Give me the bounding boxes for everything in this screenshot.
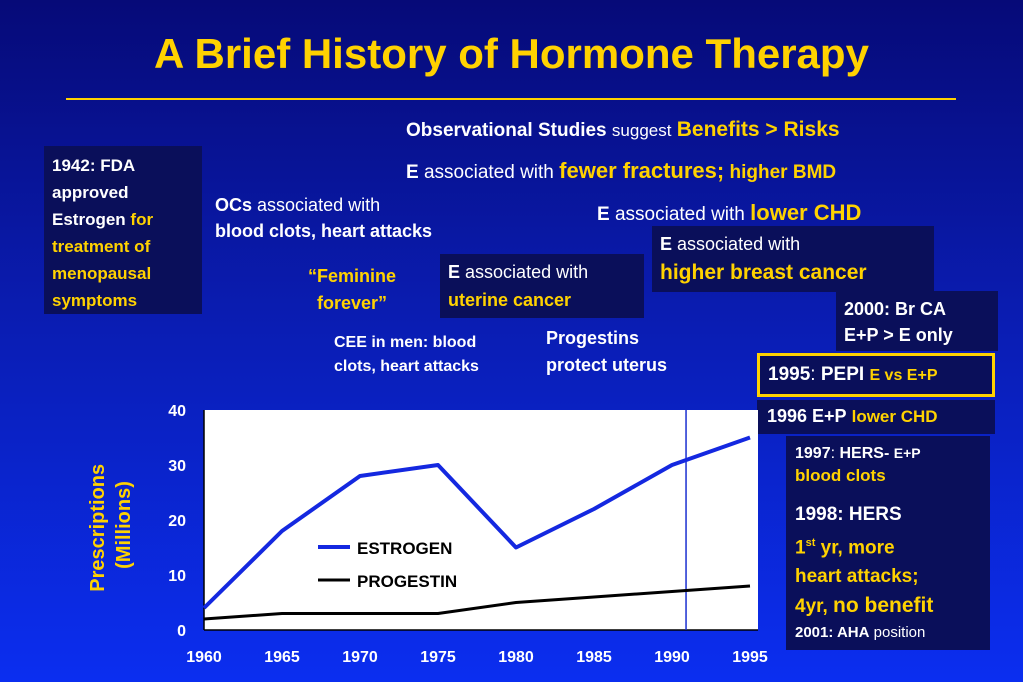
hers-1997-tail: E+P	[893, 445, 921, 461]
feminine-line2: forever”	[316, 293, 388, 313]
aha-2001-year: 2001: AHA	[795, 624, 870, 641]
fractures-e: E	[406, 162, 419, 183]
progestin-series-line	[203, 584, 751, 621]
ep1996-tail: lower CHD	[851, 407, 938, 426]
hers-1997-line2: blood clots	[795, 466, 886, 485]
x-tick-labels: 1960 1965 1970 1975 1980 1985 1990 1995	[186, 649, 768, 666]
legend-estrogen-label: ESTROGEN	[357, 539, 452, 558]
uterine-mid: associated with	[465, 262, 589, 282]
ocs-mid: associated with	[257, 195, 381, 215]
fractures-tail1: fewer fractures;	[559, 158, 725, 183]
pepi-year: 1995	[768, 364, 811, 385]
hers-1997-name: HERS-	[839, 445, 890, 462]
fda-1942-box: 1942: FDA approved Estrogen for treatmen…	[44, 146, 202, 314]
cee-line2: clots, heart attacks	[334, 358, 479, 375]
chd-note: E associated with lower CHD	[597, 200, 861, 226]
y-tick-labels: 0 10 20 30 40	[168, 403, 186, 640]
fractures-note: E associated with fewer fractures; highe…	[406, 158, 836, 184]
fda-line2: approved	[52, 183, 129, 202]
fda-line6: symptoms	[52, 291, 138, 310]
br2000-line1: 2000: Br CA	[844, 299, 947, 319]
ocs-line2: blood clots, heart attacks	[215, 221, 433, 241]
fda-line3a: Estrogen	[52, 210, 126, 229]
obs-mid: suggest	[611, 121, 672, 140]
ep1996-lead: 1996 E+P	[767, 406, 847, 426]
y-axis-title-line1: Prescriptions	[87, 464, 109, 592]
y-tick-label: 20	[168, 513, 186, 530]
pepi-1995-box: 1995: PEPI E vs E+P	[757, 353, 995, 397]
legend-progestin-label: PROGESTIN	[357, 572, 457, 591]
breast-cancer-box: E associated with higher breast cancer	[652, 226, 934, 292]
fractures-tail2: higher BMD	[729, 162, 837, 183]
breast-mid: associated with	[677, 234, 801, 254]
fractures-mid: associated with	[423, 162, 554, 183]
chd-e: E	[597, 204, 610, 225]
aha-2001-tail: position	[873, 624, 926, 641]
hers-1998-r1a: 1	[795, 537, 806, 559]
progestins-line1: Progestins	[546, 328, 640, 348]
hers-1998-year: 1998: HERS	[795, 504, 902, 525]
pepi-name: PEPI	[820, 364, 865, 385]
fda-line4: treatment of	[52, 237, 151, 256]
chd-tail: lower CHD	[750, 200, 862, 225]
x-tick-label: 1985	[576, 649, 612, 666]
y-tick-label: 40	[168, 403, 186, 420]
chd-mid: associated with	[614, 204, 745, 225]
slide-title: A Brief History of Hormone Therapy	[154, 30, 869, 77]
progestins-line2: protect uterus	[546, 355, 668, 375]
hers-1998-r2: heart attacks;	[795, 566, 919, 588]
x-tick-label: 1960	[186, 649, 222, 666]
y-axis-title-line2: (Millions)	[113, 481, 135, 569]
plot-area	[204, 410, 758, 630]
y-tick-label: 0	[177, 623, 186, 640]
x-tick-label: 1980	[498, 649, 534, 666]
estrogen-series-line	[202, 435, 751, 610]
ep-1996-box: 1996 E+P lower CHD	[757, 400, 995, 434]
breast-e: E	[660, 234, 673, 254]
hers-1998-r3a: 4yr,	[795, 596, 828, 618]
breast-tail: higher breast cancer	[660, 261, 867, 284]
fda-line5: menopausal	[52, 264, 152, 283]
obs-lead: Observational Studies	[406, 120, 607, 141]
pepi-tail: E vs E+P	[869, 367, 938, 384]
hers-1998-r3b: no benefit	[833, 594, 934, 618]
cee-men-note: CEE in men: blood clots, heart attacks	[334, 331, 479, 379]
pepi-colon: :	[810, 364, 816, 385]
y-tick-label: 10	[168, 568, 186, 585]
observational-studies-note: Observational Studies suggest Benefits >…	[406, 118, 840, 142]
fda-line3b: for	[130, 210, 154, 229]
hers-1998-r1sup: st	[805, 537, 816, 549]
hers-1997-year: 1997	[795, 445, 831, 462]
title-divider	[66, 98, 956, 100]
cee-line1: CEE in men: blood	[334, 334, 477, 351]
x-tick-label: 1965	[264, 649, 300, 666]
x-tick-label: 1990	[654, 649, 690, 666]
y-tick-label: 30	[168, 458, 186, 475]
x-tick-label: 1995	[732, 649, 768, 666]
hers-1997-colon: :	[830, 445, 836, 462]
feminine-forever-note: “Feminine forever”	[292, 263, 412, 317]
progestins-note: Progestins protect uterus	[546, 325, 667, 379]
br2000-line2: E+P > E only	[844, 325, 953, 345]
hers-1998-r1b: yr, more	[820, 537, 895, 559]
hers-box: 1997: HERS- E+P blood clots 1998: HERS 1…	[786, 436, 990, 650]
feminine-line1: “Feminine	[307, 266, 396, 286]
ocs-note: OCs associated with blood clots, heart a…	[215, 192, 432, 244]
uterine-cancer-box: E associated with uterine cancer	[440, 254, 644, 318]
uterine-e: E	[448, 262, 461, 282]
x-tick-label: 1975	[420, 649, 456, 666]
br-ca-2000-box: 2000: Br CA E+P > E only	[836, 291, 998, 351]
x-tick-label: 1970	[342, 649, 378, 666]
obs-tail: Benefits > Risks	[676, 118, 840, 141]
uterine-tail: uterine cancer	[448, 290, 572, 310]
fda-line1: 1942: FDA	[52, 156, 136, 175]
y-axis-title: Prescriptions (Millions)	[87, 458, 135, 591]
ocs-lead: OCs	[215, 195, 253, 215]
